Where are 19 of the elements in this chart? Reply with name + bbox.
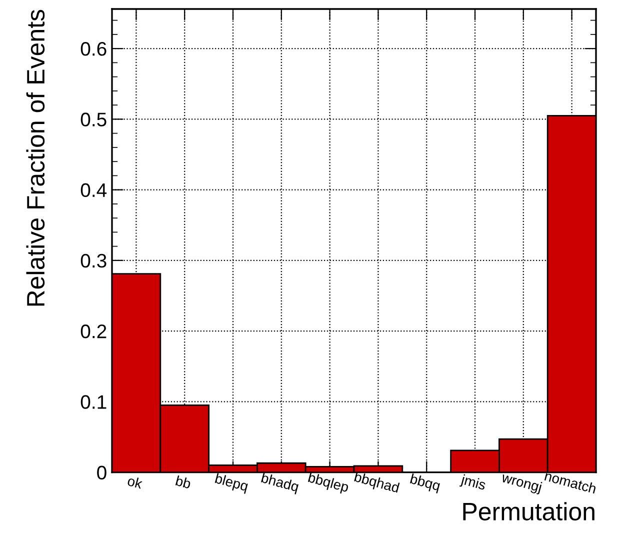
x-tick-label: jmis bbox=[459, 474, 486, 493]
x-tick-label: nomatch bbox=[544, 470, 597, 494]
x-tick-label: bb bbox=[175, 475, 192, 489]
y-tick-label: 0 bbox=[97, 466, 106, 480]
x-tick-label: bbqhad bbox=[353, 471, 400, 496]
y-tick-label: 0.5 bbox=[80, 112, 106, 126]
y-tick-label: 0.2 bbox=[80, 324, 106, 338]
y-tick-label: 0.1 bbox=[80, 395, 106, 409]
y-axis-title: Relative Fraction of Events bbox=[26, 10, 45, 306]
x-tick-label: bbqq bbox=[409, 473, 441, 494]
x-tick-label: bhadq bbox=[260, 472, 300, 494]
x-axis-title: Permutation bbox=[463, 502, 594, 520]
x-tick-label: blepq bbox=[214, 472, 249, 494]
y-tick-label: 0.6 bbox=[80, 42, 106, 56]
x-tick-label: wrongj bbox=[500, 472, 542, 495]
y-tick-label: 0.4 bbox=[80, 183, 107, 198]
x-tick-label: bbqlep bbox=[307, 472, 350, 495]
x-tick-label: ok bbox=[127, 475, 144, 489]
y-tick-label: 0.3 bbox=[80, 254, 106, 268]
